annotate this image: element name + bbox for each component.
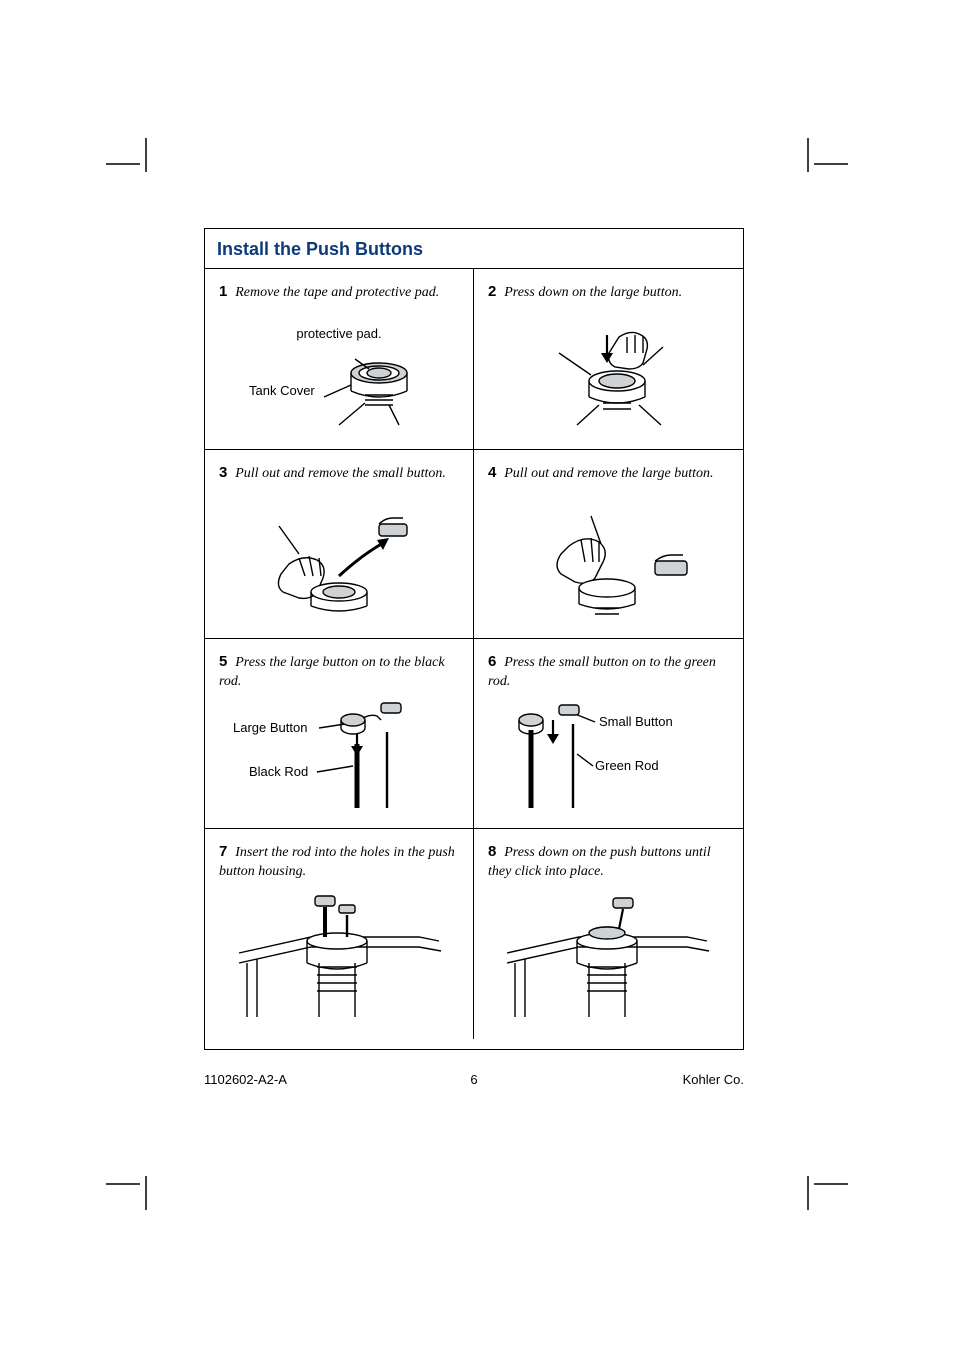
svg-text:Large Button: Large Button [233,720,307,735]
step-num: 3 [219,464,227,481]
steps-grid: 1 Remove the tape and protective pad. pr… [205,269,743,1039]
step-6-head: 6 Press the small button on to the green… [488,653,729,690]
step-4-head: 4 Pull out and remove the large button. [488,464,729,500]
label-protective-pad: protective pad. [296,326,381,341]
svg-text:Green Rod: Green Rod [595,758,659,773]
step-num: 4 [488,464,496,481]
svg-text:Black Rod: Black Rod [249,764,308,779]
step-text: Pull out and remove the small button. [235,466,446,481]
step-7-figure [219,887,459,1027]
step-5-cell: 5 Press the large button on to the black… [205,638,474,828]
step-text: Press the large button on to the black r… [219,655,445,689]
step-1-figure: Tank Cover [219,345,459,437]
svg-text:Small Button: Small Button [599,714,673,729]
step-num: 1 [219,283,227,300]
crop-mark-bl [106,1158,158,1210]
content-frame: Install the Push Buttons 1 Remove the ta… [204,228,744,1050]
step-1-cell: 1 Remove the tape and protective pad. pr… [205,269,474,449]
crop-mark-br [796,1158,848,1210]
section-title: Install the Push Buttons [205,229,743,269]
step-7-cell: 7 Insert the rod into the holes in the p… [205,828,474,1038]
crop-mark-tr [796,138,848,190]
step-6-cell: 6 Press the small button on to the green… [474,638,743,828]
step-text: Press the small button on to the green r… [488,655,716,689]
step-3-figure [219,506,459,626]
step-8-cell: 8 Press down on the push buttons until t… [474,828,743,1038]
step-text: Remove the tape and protective pad. [235,285,439,300]
step-2-figure [488,325,729,433]
step-num: 5 [219,653,227,670]
footer-page-number: 6 [470,1072,477,1087]
footer-left: 1102602-A2-A [204,1072,287,1087]
step-2-head: 2 Press down on the large button. [488,283,729,319]
step-num: 7 [219,843,227,860]
step-num: 6 [488,653,496,670]
footer-right: Kohler Co. [683,1072,744,1087]
crop-mark-tl [106,138,158,190]
page: Install the Push Buttons 1 Remove the ta… [0,0,954,1351]
step-num: 8 [488,843,496,860]
step-4-cell: 4 Pull out and remove the large button. [474,449,743,638]
step-text: Insert the rod into the holes in the pus… [219,845,455,879]
step-8-figure [488,887,729,1027]
step-8-head: 8 Press down on the push buttons until t… [488,843,729,880]
step-3-head: 3 Pull out and remove the small button. [219,464,459,500]
step-4-figure [488,506,729,626]
label-tank-cover: Tank Cover [249,383,315,398]
step-text: Press down on the large button. [504,285,682,300]
step-1-head: 1 Remove the tape and protective pad. [219,283,459,319]
step-3-cell: 3 Pull out and remove the small button. [205,449,474,638]
step-text: Pull out and remove the large button. [504,466,713,481]
page-footer: 1102602-A2-A 6 Kohler Co. [204,1072,744,1087]
step-6-figure: Small Button Green Rod [488,696,729,816]
step-2-cell: 2 Press down on the large button. [474,269,743,449]
step-num: 2 [488,283,496,300]
step-text: Press down on the push buttons until the… [488,845,711,879]
step-5-head: 5 Press the large button on to the black… [219,653,459,690]
step-5-figure: Large Button Black Rod [219,696,459,816]
step-7-head: 7 Insert the rod into the holes in the p… [219,843,459,880]
